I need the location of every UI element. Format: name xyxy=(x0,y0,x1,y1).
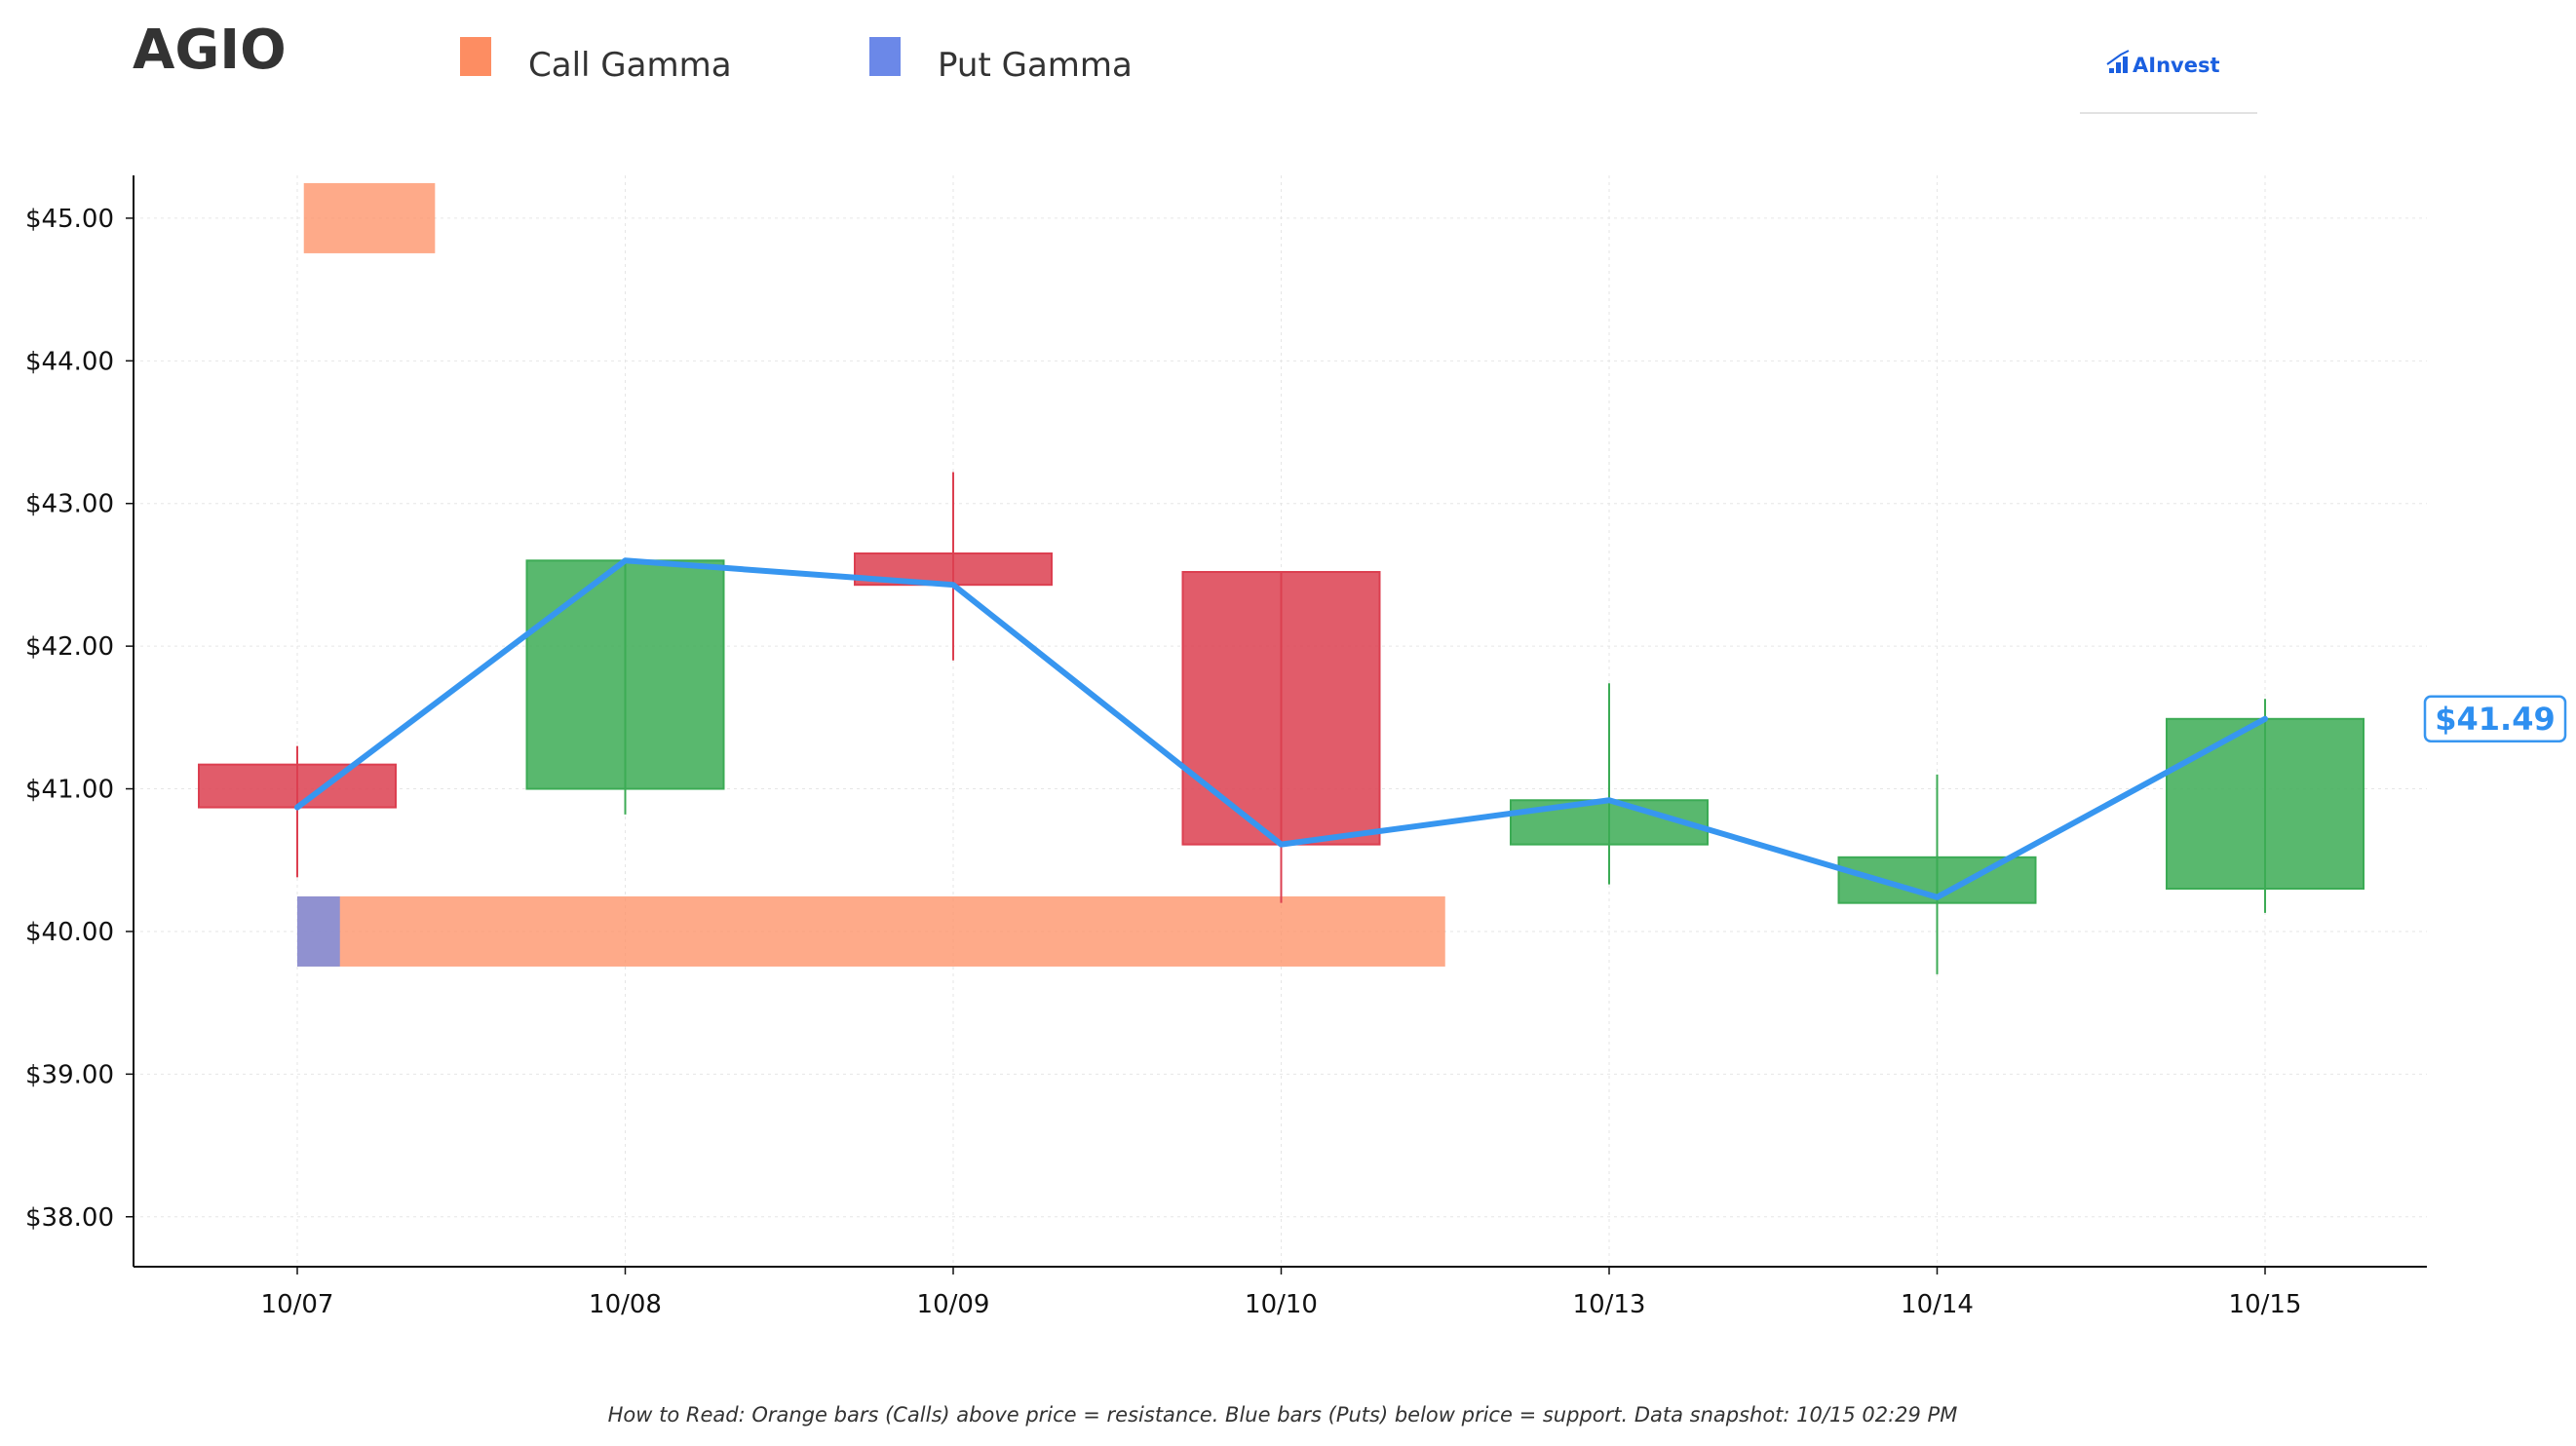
candle-body-down xyxy=(854,552,1053,587)
axes: $38.00 $39.00 $40.00 $41.00 $42.00 $43.00 $44.… xyxy=(25,175,2427,1319)
call-gamma-bar xyxy=(297,895,1445,967)
candlesticks xyxy=(198,472,2365,974)
last-price-tag-box xyxy=(2423,695,2567,743)
ainvest-chart-icon xyxy=(2106,50,2130,73)
y-tick-label: $42.00 xyxy=(25,632,114,662)
x-tick-label: 10/07 xyxy=(261,1290,334,1319)
legend-label-put-gamma: Put Gamma xyxy=(938,46,1133,85)
y-tick-label: $38.00 xyxy=(25,1203,114,1233)
call-gamma-bar xyxy=(303,182,436,253)
candle-body-up xyxy=(2166,717,2365,891)
y-tick-label: $43.00 xyxy=(25,490,114,519)
y-tick-label: $44.00 xyxy=(25,347,114,376)
candle-body-up xyxy=(525,559,725,790)
close-price-line xyxy=(294,557,2268,900)
last-price-label: $41.49 xyxy=(2435,701,2555,738)
put-gamma-bar xyxy=(297,895,340,967)
gamma-bars xyxy=(297,182,1445,967)
x-tick-label: 10/14 xyxy=(1901,1290,1974,1319)
last-price-tag: $41.49 xyxy=(2423,695,2567,743)
x-tick-label: 10/08 xyxy=(589,1290,662,1319)
y-tick-label: $41.00 xyxy=(25,776,114,805)
legend-swatch-call-gamma xyxy=(460,37,491,76)
ainvest-logo: AInvest xyxy=(2080,50,2257,114)
ticker-title: AGIO xyxy=(133,19,287,82)
candle-body-down xyxy=(198,763,397,809)
close-price-line-group xyxy=(294,557,2268,900)
x-tick-label: 10/09 xyxy=(917,1290,990,1319)
legend-swatch-put-gamma xyxy=(869,37,901,76)
legend-label-call-gamma: Call Gamma xyxy=(528,46,732,85)
how-to-read-note: How to Read: Orange bars (Calls) above p… xyxy=(608,1403,1958,1427)
x-tick-label: 10/15 xyxy=(2229,1290,2302,1319)
ainvest-logo-text: AInvest xyxy=(2133,54,2220,77)
y-tick-label: $40.00 xyxy=(25,918,114,947)
x-tick-label: 10/13 xyxy=(1573,1290,1646,1319)
x-tick-label: 10/10 xyxy=(1245,1290,1318,1319)
candle-body-down xyxy=(1181,571,1381,846)
y-tick-label: $39.00 xyxy=(25,1060,114,1089)
y-tick-label: $45.00 xyxy=(25,205,114,234)
